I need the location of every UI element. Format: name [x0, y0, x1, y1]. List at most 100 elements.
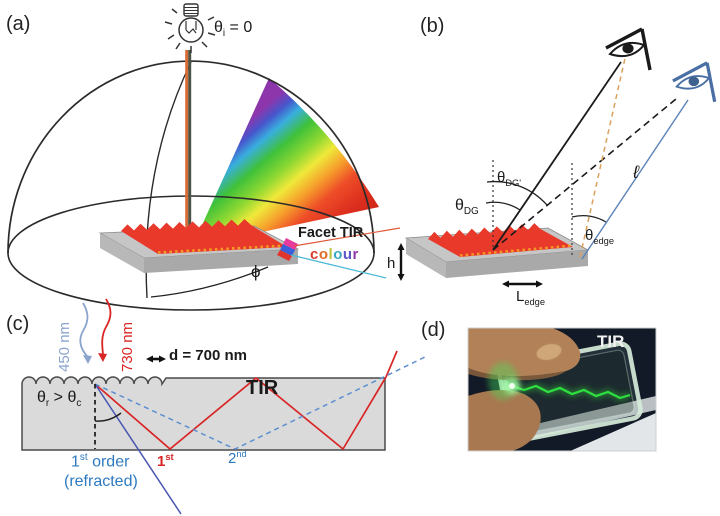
panel-c-tir-cross-section — [21, 298, 426, 515]
order-number: 1 — [71, 453, 80, 471]
edge-ray-blue — [581, 99, 689, 260]
incidence-angle-label: θi = 0 — [214, 19, 253, 40]
colour-letter: l — [328, 246, 334, 263]
l-edge-arrow — [502, 280, 543, 288]
colour-letter: r — [352, 246, 359, 263]
theta-edge-label: θedge — [585, 228, 614, 247]
panel-b-tag: (b) — [420, 15, 445, 37]
h-thickness-arrow — [397, 243, 405, 281]
grating-front-dots-b — [459, 244, 574, 257]
theta-subscript: i — [222, 28, 226, 40]
panel-d-tag: (d) — [421, 319, 446, 341]
theta-symbol: θ — [37, 389, 46, 406]
colour-letter: c — [310, 246, 319, 263]
theta-dg-arc — [485, 201, 521, 211]
azimuth-phi-label: ϕ — [251, 262, 261, 281]
rainbow-fan — [192, 78, 379, 247]
laser-entry-core — [509, 383, 515, 389]
incidence-value: = 0 — [225, 19, 253, 36]
wavelength-450-label: 450 nm — [56, 321, 73, 372]
diffracted-ray-dashed — [492, 98, 677, 251]
panel-c-tag: (c) — [6, 313, 30, 335]
first-order-red-label: 1st — [157, 452, 174, 470]
colour-letter: u — [342, 246, 353, 263]
thumb — [468, 390, 541, 451]
colour-letter: o — [318, 246, 329, 263]
incident-beam-dark — [188, 50, 192, 248]
wavy-arrow-730 — [98, 298, 112, 362]
diffracted-ray-solid — [492, 61, 622, 251]
tir-label-d: TIR — [597, 332, 625, 351]
critical-angle-arc — [94, 412, 122, 422]
slab-front-face-b — [446, 250, 588, 278]
ray-730-solid — [94, 350, 398, 451]
observer-eye-icon-black — [605, 27, 652, 71]
panel-a-hemisphere-diagram — [7, 3, 401, 311]
tir-label-c: TIR — [246, 377, 279, 399]
panel-a-tag: (a) — [6, 13, 31, 35]
facet-ray-cyan — [290, 254, 387, 279]
theta-subscript: r — [45, 398, 50, 410]
thickness-label: h — [387, 255, 396, 272]
second-order-label: 2nd — [228, 449, 247, 467]
order-suffix: st — [79, 452, 88, 463]
end-facet-stripe-red — [277, 250, 292, 261]
end-facet-stripe-magenta — [283, 238, 298, 250]
table-corner-white — [568, 413, 656, 451]
laser-beam — [511, 384, 631, 400]
panel-d-photo — [468, 328, 656, 451]
panel-b-observer-geometry — [397, 27, 717, 288]
incident-beam-orange — [185, 50, 189, 248]
ray-refracted-first-order — [94, 383, 182, 515]
l-symbol: L — [516, 288, 525, 305]
observer-eye-icon-blue — [672, 61, 717, 103]
fingernail — [535, 343, 563, 361]
greater-than: > — [49, 389, 68, 406]
theta-dg-prime-arc — [486, 180, 548, 206]
slab-cross-section — [21, 376, 386, 451]
theta-edge-arc — [571, 215, 607, 223]
order-number: 2 — [228, 450, 237, 467]
l-subscript: edge — [524, 297, 546, 307]
end-facet-stripe-blue — [280, 244, 295, 256]
order-number: 1 — [157, 453, 166, 470]
ray-450-dashed — [94, 356, 426, 450]
grating-period-label: d = 700 nm — [169, 347, 247, 364]
first-order-label: 1st order — [71, 452, 130, 471]
edge-ray-orange-dashed — [579, 53, 627, 258]
grating-surface — [121, 219, 287, 254]
facet-ray-red — [293, 227, 401, 247]
theta-symbol: θ — [214, 19, 223, 36]
order-suffix: nd — [236, 449, 247, 459]
photo-frame — [467, 327, 657, 452]
grating-period-arrow — [146, 355, 166, 363]
path-length-label: ℓ — [633, 162, 639, 182]
theta-dg-prime-label: θDG' — [497, 170, 521, 189]
slab-front-face — [144, 249, 298, 273]
wavelength-730-label: 730 nm — [119, 321, 136, 372]
critical-angle-condition-label: θr > θc — [37, 389, 82, 410]
theta-subscript: DG' — [505, 178, 522, 188]
theta-subscript: edge — [593, 236, 615, 246]
theta-subscript: c — [76, 398, 82, 410]
theta-subscript: DG — [463, 206, 479, 218]
azimuth-arc — [150, 266, 269, 298]
order-word: order — [87, 453, 130, 471]
theta-symbol: θ — [67, 389, 77, 406]
colour-letter: o — [333, 246, 343, 263]
light-bulb-icon — [164, 3, 216, 53]
theta-symbol: θ — [497, 169, 506, 186]
order-suffix: st — [165, 452, 174, 462]
theta-symbol: θ — [455, 197, 464, 214]
facet-tir-label: Facet TIR — [298, 225, 364, 241]
finger-top — [468, 328, 581, 377]
l-edge-label: Ledge — [516, 289, 545, 308]
theta-symbol: θ — [585, 227, 594, 244]
theta-dg-label: θDG — [455, 197, 479, 218]
slab-left-face-b — [406, 238, 446, 278]
wavy-arrow-450 — [79, 302, 92, 364]
grating-front-dots — [157, 244, 288, 254]
slab-left-face — [100, 233, 144, 273]
